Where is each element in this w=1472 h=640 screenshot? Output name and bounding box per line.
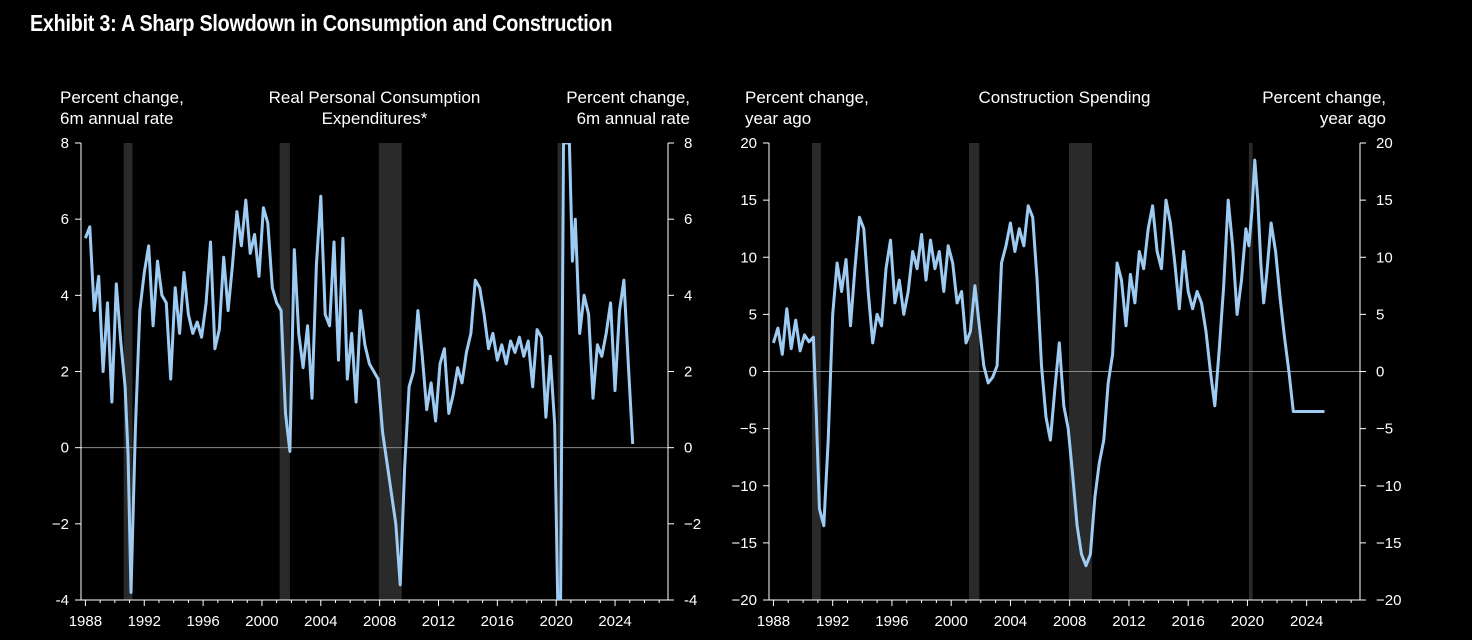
x-tick-label: 2012	[422, 613, 455, 630]
y-tick-label-right: 0	[684, 440, 692, 457]
left-axis-label: year ago	[745, 109, 811, 128]
panel-1	[75, 142, 674, 606]
right-axis-label: year ago	[1320, 109, 1386, 128]
x-tick-label: 1996	[186, 613, 219, 630]
x-tick-label: 2004	[304, 613, 337, 630]
x-tick-label: 2008	[363, 613, 396, 630]
x-tick-label: 2008	[1053, 613, 1086, 630]
x-tick-label: 1988	[757, 613, 790, 630]
y-tick-label-right: −15	[1376, 535, 1401, 552]
recession-bar	[378, 143, 402, 600]
right-axis-label: Percent change,	[566, 88, 690, 107]
y-tick-label-left: -4	[56, 592, 69, 609]
left-axis-label: 6m annual rate	[60, 109, 173, 128]
y-tick-label-left: 8	[61, 135, 69, 152]
y-tick-label-left: 2	[61, 364, 69, 381]
x-tick-label: 2024	[598, 613, 631, 630]
y-tick-label-right: 2	[684, 364, 692, 381]
x-tick-label: 1996	[875, 613, 908, 630]
y-tick-label-left: 6	[61, 211, 69, 228]
x-tick-label: 2000	[245, 613, 278, 630]
recession-bar	[557, 143, 562, 600]
x-tick-label: 2016	[481, 613, 514, 630]
y-tick-label-right: 8	[684, 135, 692, 152]
y-tick-label-right: 0	[1376, 364, 1384, 381]
y-tick-label-left: −2	[52, 516, 69, 533]
x-tick-label: 2012	[1112, 613, 1145, 630]
y-tick-label-right: 10	[1376, 249, 1393, 266]
y-tick-label-right: 5	[1376, 306, 1384, 323]
y-tick-label-left: 15	[740, 192, 757, 209]
y-tick-label-left: −20	[732, 592, 757, 609]
y-tick-label-right: −5	[1376, 421, 1393, 438]
y-tick-label-right: -4	[684, 592, 697, 609]
recession-bar	[123, 143, 133, 600]
x-tick-label: 2024	[1290, 613, 1323, 630]
y-tick-label-right: −10	[1376, 478, 1401, 495]
y-tick-label-right: 15	[1376, 192, 1393, 209]
x-tick-label: 1992	[128, 613, 161, 630]
y-tick-label-right: 4	[684, 287, 692, 304]
y-tick-label-left: 20	[740, 135, 757, 152]
panel-title: Real Personal Consumption	[269, 88, 481, 107]
panel-title: Construction Spending	[978, 88, 1150, 107]
x-tick-label: 2000	[935, 613, 968, 630]
y-tick-label-left: 0	[61, 440, 69, 457]
x-tick-label: 2016	[1171, 613, 1204, 630]
panel-title: Expenditures*	[322, 109, 428, 128]
left-axis-label: Percent change,	[60, 88, 184, 107]
y-tick-label-left: −5	[740, 421, 757, 438]
x-tick-label: 1992	[816, 613, 849, 630]
y-tick-label-left: 4	[61, 287, 69, 304]
y-tick-label-right: 6	[684, 211, 692, 228]
y-tick-label-left: 5	[749, 306, 757, 323]
x-tick-label: 2020	[540, 613, 573, 630]
y-tick-label-left: −10	[732, 478, 757, 495]
panel-2	[763, 142, 1366, 606]
y-tick-label-right: −2	[684, 516, 701, 533]
right-axis-label: 6m annual rate	[577, 109, 690, 128]
x-tick-label: 2020	[1231, 613, 1264, 630]
y-tick-label-left: 0	[749, 364, 757, 381]
y-tick-label-left: 10	[740, 249, 757, 266]
y-tick-label-right: 20	[1376, 135, 1393, 152]
exhibit-title: Exhibit 3: A Sharp Slowdown in Consumpti…	[30, 10, 613, 36]
x-tick-label: 1988	[69, 613, 102, 630]
y-tick-label-right: −20	[1376, 592, 1401, 609]
series-line	[84, 143, 635, 600]
y-tick-label-left: −15	[732, 535, 757, 552]
right-axis-label: Percent change,	[1262, 88, 1386, 107]
left-axis-label: Percent change,	[745, 88, 869, 107]
series-line	[771, 158, 1325, 568]
x-tick-label: 2004	[994, 613, 1027, 630]
